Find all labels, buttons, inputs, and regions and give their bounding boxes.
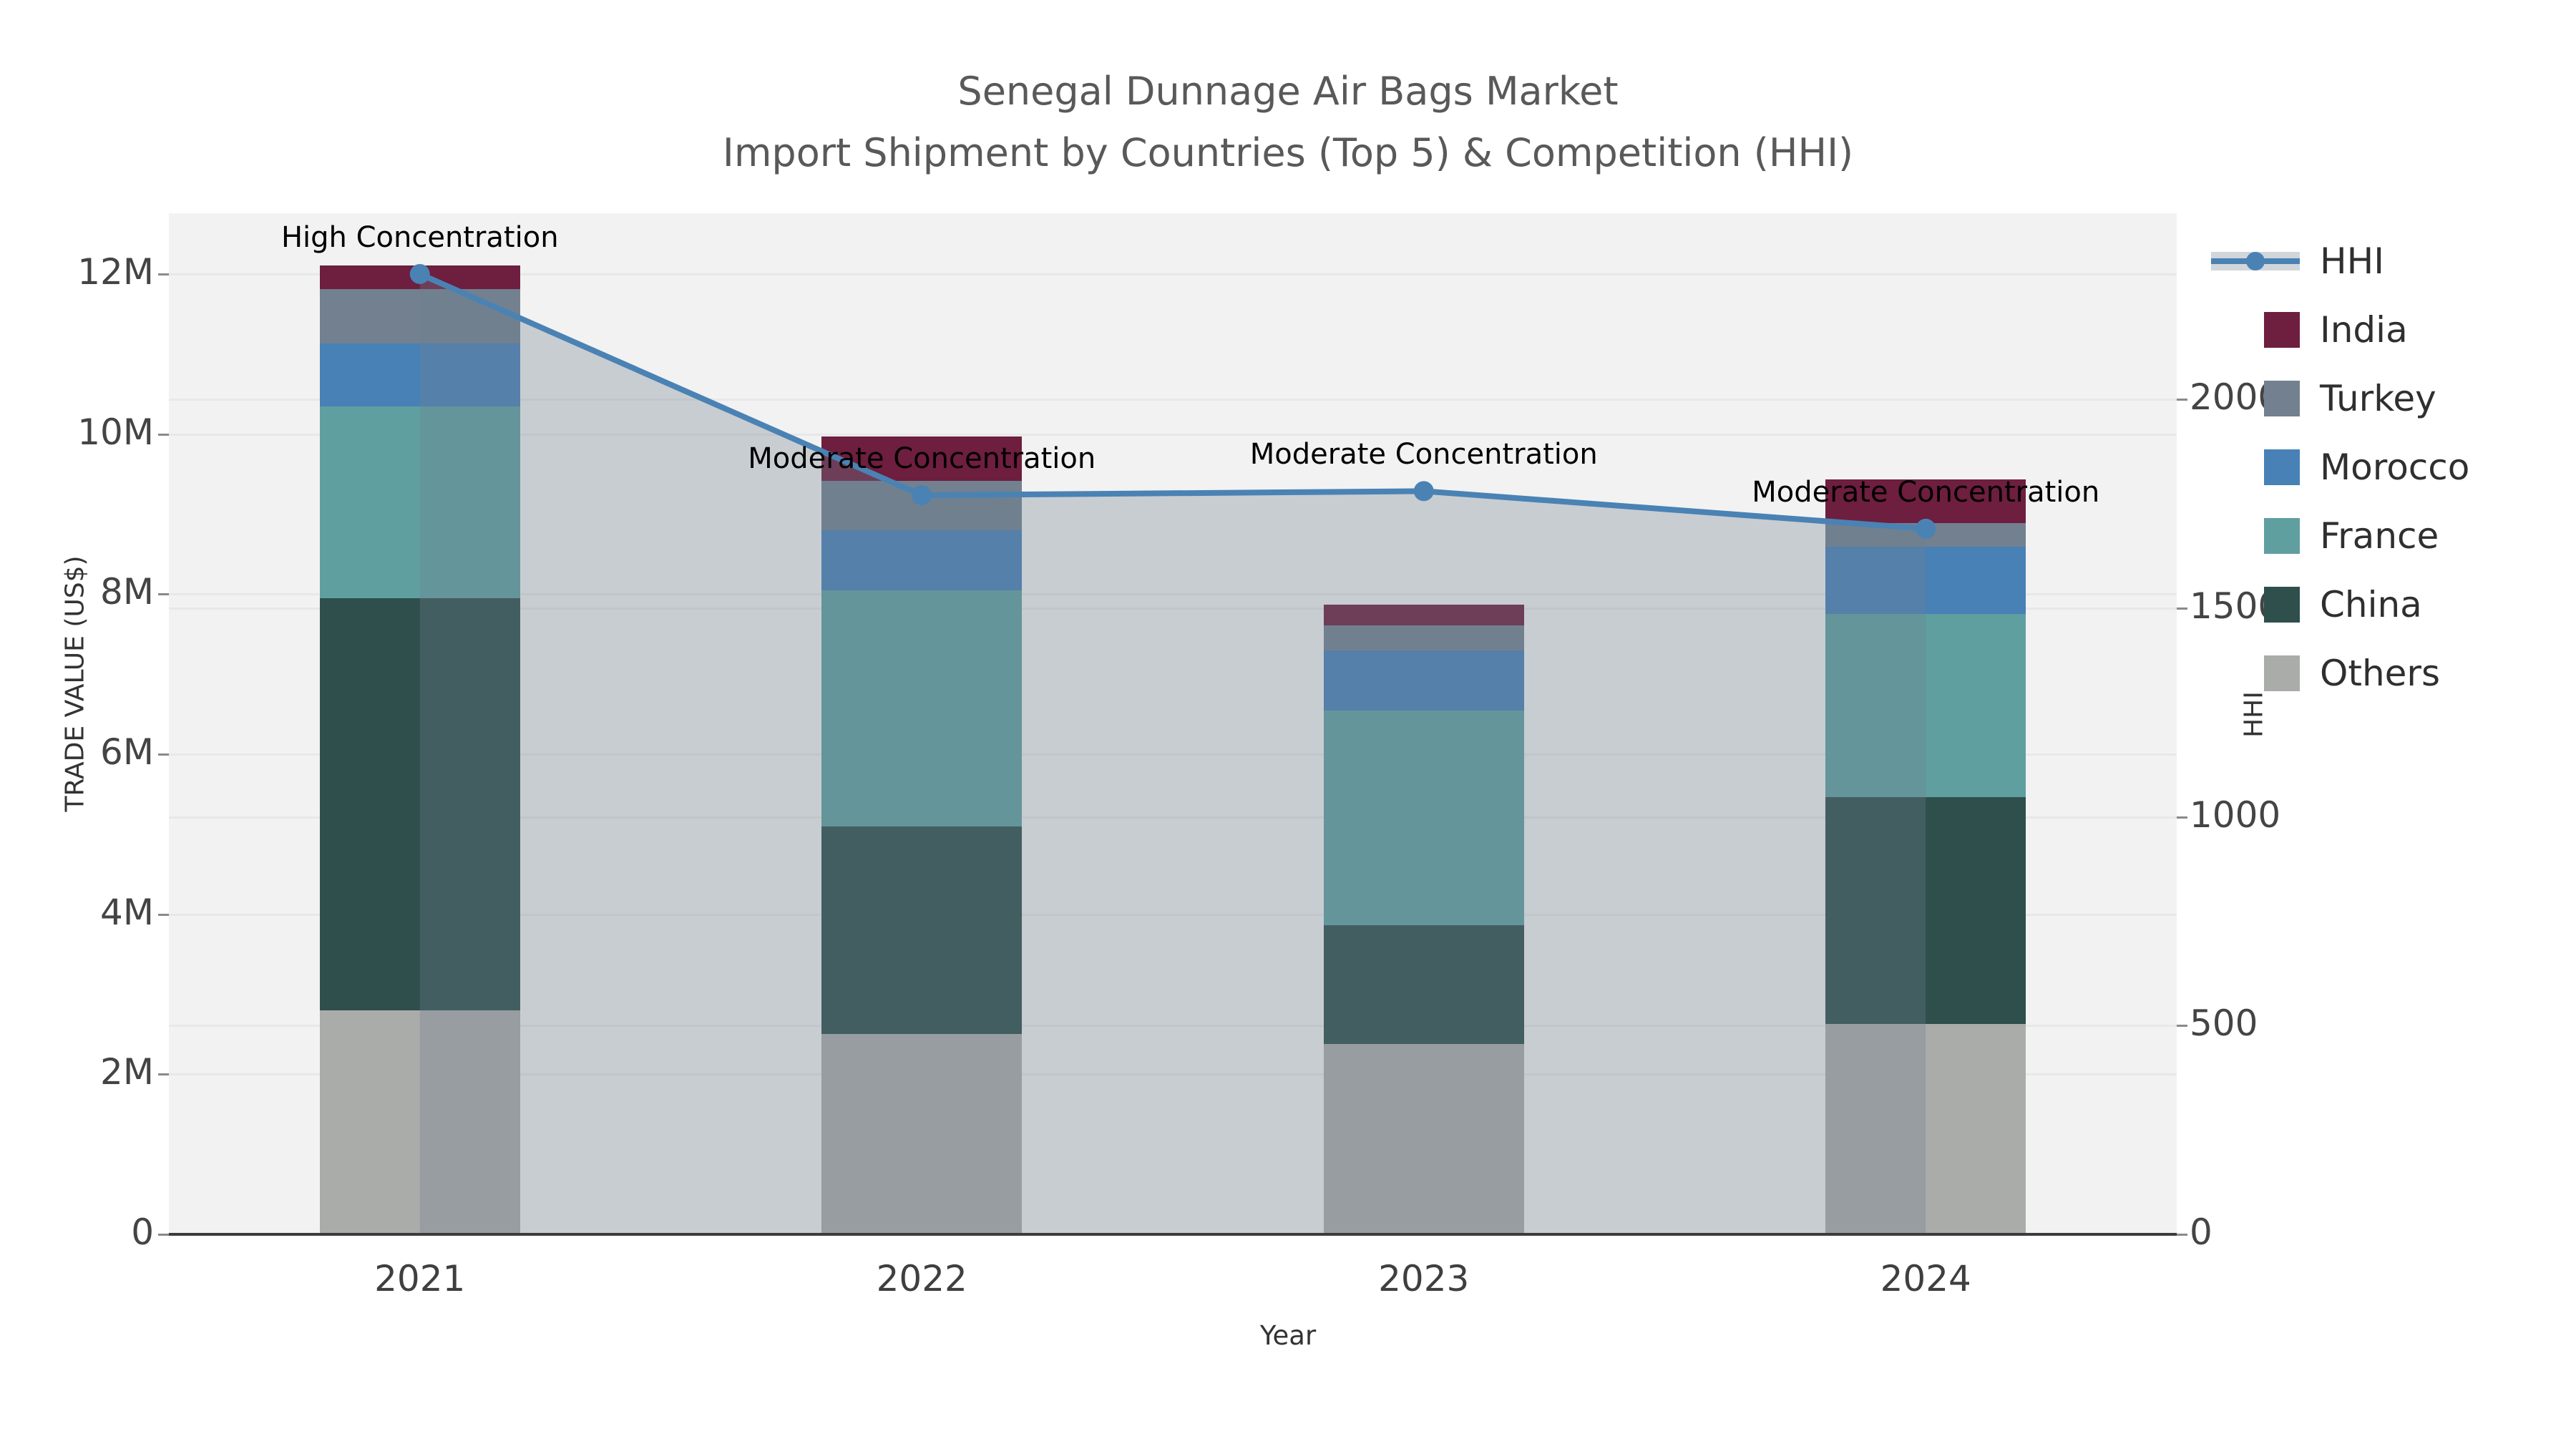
- x-axis-tick-label: 2021: [374, 1258, 466, 1299]
- legend-label: Turkey: [2320, 378, 2436, 419]
- bar-segment-china-2021: [319, 597, 520, 1010]
- gridline-trade-value: [169, 913, 2177, 916]
- bar-segment-france-2021: [319, 406, 520, 598]
- right-axis-tick-label: 0: [2190, 1211, 2212, 1253]
- legend-item-france[interactable]: France: [2264, 515, 2439, 557]
- legend-label: China: [2320, 584, 2422, 625]
- left-axis-title: TRADE VALUE (US$): [60, 555, 90, 812]
- legend-color-swatch-icon: [2264, 381, 2300, 416]
- bar-segment-india-2021: [319, 265, 520, 290]
- left-axis-tick-label: 4M: [100, 891, 154, 933]
- legend-label: Others: [2320, 653, 2441, 694]
- legend-item-hhi[interactable]: HHI: [2211, 240, 2384, 282]
- bar-segment-china-2024: [1825, 797, 2026, 1024]
- x-axis-tick-label: 2023: [1378, 1258, 1470, 1299]
- left-axis-tick-label: 8M: [100, 571, 154, 613]
- left-axis-tick-mark: [158, 593, 169, 596]
- gridline-hhi: [169, 607, 2177, 610]
- bar-segment-others-2023: [1323, 1043, 1524, 1234]
- right-axis-tick-mark: [2177, 1025, 2187, 1028]
- legend-item-turkey[interactable]: Turkey: [2264, 378, 2436, 419]
- left-axis-tick-mark: [158, 1073, 169, 1076]
- hhi-marker-swatch: [2246, 252, 2265, 270]
- left-axis-tick-mark: [158, 913, 169, 916]
- x-axis-tick-label: 2024: [1880, 1258, 1971, 1299]
- legend-color-swatch-icon: [2264, 449, 2300, 485]
- legend-color-swatch-icon: [2264, 587, 2300, 623]
- bar-segment-turkey-2023: [1323, 625, 1524, 650]
- legend-label: Morocco: [2320, 447, 2470, 488]
- bar-segment-others-2022: [821, 1034, 1023, 1234]
- bar-segment-morocco-2024: [1825, 547, 2026, 615]
- bar-segment-india-2023: [1323, 604, 1524, 625]
- legend-color-swatch-icon: [2264, 312, 2300, 348]
- chart-title-line2: Import Shipment by Countries (Top 5) & C…: [722, 130, 1854, 175]
- legend-color-swatch-icon: [2264, 518, 2300, 554]
- annotation-2021: High Concentration: [280, 220, 559, 254]
- bar-segment-morocco-2022: [821, 530, 1023, 590]
- right-axis-tick-label: 1000: [2190, 794, 2281, 836]
- right-axis-tick-mark: [2177, 1234, 2187, 1236]
- left-axis-tick-label: 0: [131, 1211, 154, 1253]
- bar-segment-turkey-2021: [319, 289, 520, 344]
- gridline-hhi: [169, 1025, 2177, 1028]
- left-axis-tick-mark: [158, 753, 169, 756]
- bar-segment-turkey-2022: [821, 480, 1023, 530]
- x-axis-title: Year: [1259, 1320, 1317, 1351]
- bar-segment-france-2023: [1323, 710, 1524, 926]
- right-axis-tick-label: 500: [2190, 1002, 2258, 1045]
- bar-segment-others-2024: [1825, 1023, 2026, 1234]
- bar-segment-france-2022: [821, 590, 1023, 826]
- hhi-legend-swatch-icon: [2211, 243, 2300, 279]
- bar-segment-china-2022: [821, 826, 1023, 1035]
- gridline-trade-value: [169, 753, 2177, 756]
- legend-item-china[interactable]: China: [2264, 584, 2422, 625]
- left-axis-tick-label: 6M: [100, 731, 154, 774]
- right-axis-tick-mark: [2177, 607, 2187, 610]
- left-axis-tick-mark: [158, 433, 169, 436]
- left-axis-tick-label: 12M: [77, 251, 154, 293]
- bar-segment-france-2024: [1825, 614, 2026, 798]
- legend-label: India: [2320, 309, 2408, 351]
- bar-segment-others-2021: [319, 1010, 520, 1234]
- x-axis-line: [169, 1233, 2177, 1236]
- bar-segment-turkey-2024: [1825, 522, 2026, 547]
- bar-segment-china-2023: [1323, 925, 1524, 1044]
- gridline-trade-value: [169, 593, 2177, 596]
- right-axis-tick-mark: [2177, 399, 2187, 401]
- x-axis-tick-label: 2022: [876, 1258, 967, 1299]
- bar-segment-morocco-2021: [319, 343, 520, 406]
- left-axis-tick-mark: [158, 1234, 169, 1236]
- left-axis-tick-mark: [158, 273, 169, 276]
- gridline-hhi: [169, 816, 2177, 819]
- bar-segment-morocco-2023: [1323, 650, 1524, 711]
- legend-color-swatch-icon: [2264, 655, 2300, 691]
- legend-item-morocco[interactable]: Morocco: [2264, 447, 2470, 488]
- left-axis-tick-label: 10M: [77, 411, 154, 453]
- right-axis-tick-mark: [2177, 816, 2187, 819]
- legend-label: France: [2320, 515, 2439, 557]
- left-axis-tick-label: 2M: [100, 1051, 154, 1093]
- gridline-trade-value: [169, 1073, 2177, 1076]
- legend-item-india[interactable]: India: [2264, 309, 2408, 351]
- annotation-2023: Moderate Concentration: [1249, 438, 1598, 472]
- annotation-2024: Moderate Concentration: [1752, 475, 2100, 509]
- legend-item-others[interactable]: Others: [2264, 653, 2441, 694]
- legend-label: HHI: [2320, 240, 2384, 282]
- chart-title-line1: Senegal Dunnage Air Bags Market: [957, 69, 1619, 114]
- annotation-2022: Moderate Concentration: [748, 442, 1096, 476]
